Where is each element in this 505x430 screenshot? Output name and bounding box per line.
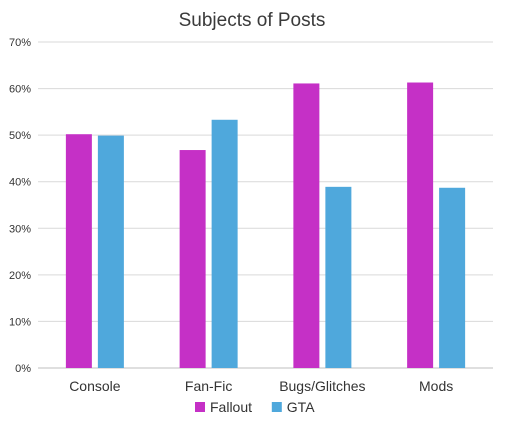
x-axis-categories: Console Fan-Fic Bugs/Glitches Mods bbox=[69, 378, 453, 394]
bar-gta-console bbox=[97, 135, 124, 368]
x-category-label: Mods bbox=[419, 378, 453, 394]
legend-label-gta: GTA bbox=[287, 399, 315, 415]
bar-gta-mods bbox=[439, 187, 466, 368]
y-tick-label: 40% bbox=[9, 177, 31, 189]
y-tick-label: 20% bbox=[9, 270, 31, 282]
legend-label-fallout: Fallout bbox=[210, 399, 252, 415]
y-tick-label: 30% bbox=[9, 223, 31, 235]
bar-fallout-fan-fic bbox=[179, 150, 206, 368]
y-axis-ticks: 0% 10% 20% 30% 40% 50% 60% 70% bbox=[9, 37, 31, 375]
bar-fallout-bugs-glitches bbox=[293, 83, 320, 368]
y-tick-label: 60% bbox=[9, 84, 31, 96]
x-category-label: Bugs/Glitches bbox=[279, 378, 365, 394]
y-tick-label: 70% bbox=[9, 37, 31, 49]
x-category-label: Fan-Fic bbox=[185, 378, 232, 394]
x-category-label: Console bbox=[69, 378, 121, 394]
legend: Fallout GTA bbox=[195, 399, 315, 415]
y-tick-label: 0% bbox=[15, 363, 31, 375]
legend-swatch-fallout bbox=[195, 402, 205, 412]
y-tick-label: 50% bbox=[9, 130, 31, 142]
legend-swatch-gta bbox=[271, 402, 282, 412]
bar-fallout-console bbox=[65, 134, 92, 368]
bar-gta-bugs-glitches bbox=[325, 186, 352, 368]
bar-gta-fan-fic bbox=[211, 119, 238, 368]
bar-fallout-mods bbox=[407, 82, 434, 368]
chart-title: Subjects of Posts bbox=[179, 10, 326, 31]
y-tick-label: 10% bbox=[9, 316, 31, 328]
bars bbox=[65, 82, 466, 368]
